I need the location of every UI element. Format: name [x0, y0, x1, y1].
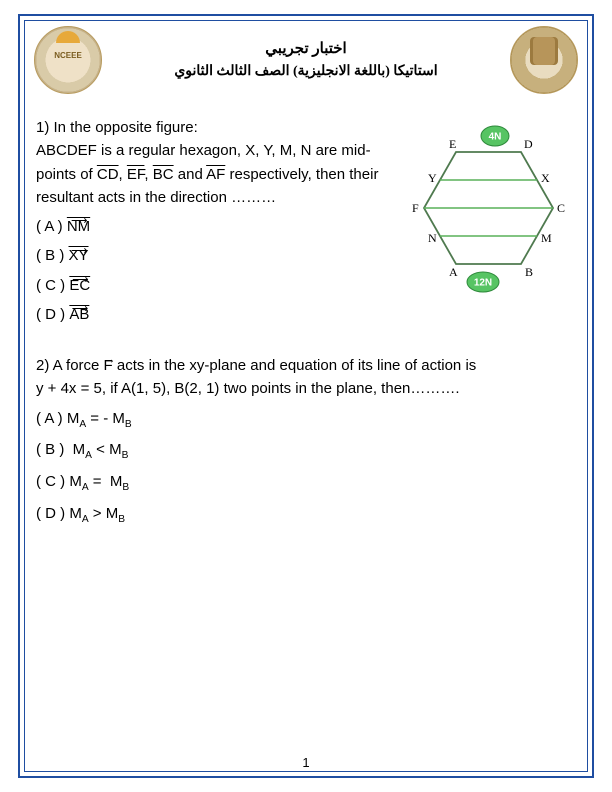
- label-M: M: [541, 231, 552, 245]
- q2-line1: 2) A force F→ acts in the xy-plane and e…: [36, 354, 576, 377]
- label-B: B: [525, 265, 533, 279]
- content: 1) In the opposite figure: ABCDEF is a r…: [28, 98, 584, 528]
- q2-option-a: ( A ) MA = - MB: [36, 407, 576, 433]
- title-line1: اختبار تجريبي: [102, 37, 510, 61]
- label-N: N: [428, 231, 437, 245]
- q1-option-a: ( A ) ⟶NM: [36, 215, 393, 238]
- header: اختبار تجريبي استاتيكا (باللغة الانجليزي…: [28, 20, 584, 98]
- q1-body: ABCDEF is a regular hexagon, X, Y, M, N …: [36, 139, 393, 209]
- label-A: A: [449, 265, 458, 279]
- q1-options: ( A ) ⟶NM ( B ) ⟶XY ( C ) ⟶EC ( D ) ⟶AB: [36, 215, 393, 326]
- ministry-seal-right: [510, 26, 578, 94]
- q1-option-c: ( C ) ⟶EC: [36, 274, 393, 297]
- hexagon-figure: E D C B A F X Y M N 4N 12N: [401, 116, 576, 306]
- label-D: D: [524, 137, 533, 151]
- question-1: 1) In the opposite figure: ABCDEF is a r…: [36, 116, 393, 332]
- badge-top-text: 4N: [489, 132, 502, 143]
- label-F: F: [412, 201, 419, 215]
- label-Y: Y: [428, 171, 437, 185]
- ncee-seal-left: [34, 26, 102, 94]
- q2-option-d: ( D ) MA > MB: [36, 502, 576, 528]
- title-line2: استاتيكا (باللغة الانجليزية) الصف الثالث…: [102, 61, 510, 83]
- q1-option-d: ( D ) ⟶AB: [36, 303, 393, 326]
- page-number: 1: [0, 755, 612, 770]
- q1-option-b: ( B ) ⟶XY: [36, 244, 393, 267]
- label-C: C: [557, 201, 565, 215]
- title-block: اختبار تجريبي استاتيكا (باللغة الانجليزي…: [102, 37, 510, 83]
- q2-option-b: ( B ) MA < MB: [36, 438, 576, 464]
- badge-bottom-text: 12N: [474, 278, 492, 289]
- q2-options: ( A ) MA = - MB ( B ) MA < MB ( C ) MA =…: [36, 407, 576, 528]
- q1-prompt: 1) In the opposite figure:: [36, 116, 393, 139]
- label-X: X: [541, 171, 550, 185]
- q2-line2: y + 4x = 5, if A(1, 5), B(2, 1) two poin…: [36, 377, 576, 400]
- question-2: 2) A force F→ acts in the xy-plane and e…: [36, 354, 576, 528]
- label-E: E: [449, 137, 456, 151]
- q2-option-c: ( C ) MA = MB: [36, 470, 576, 496]
